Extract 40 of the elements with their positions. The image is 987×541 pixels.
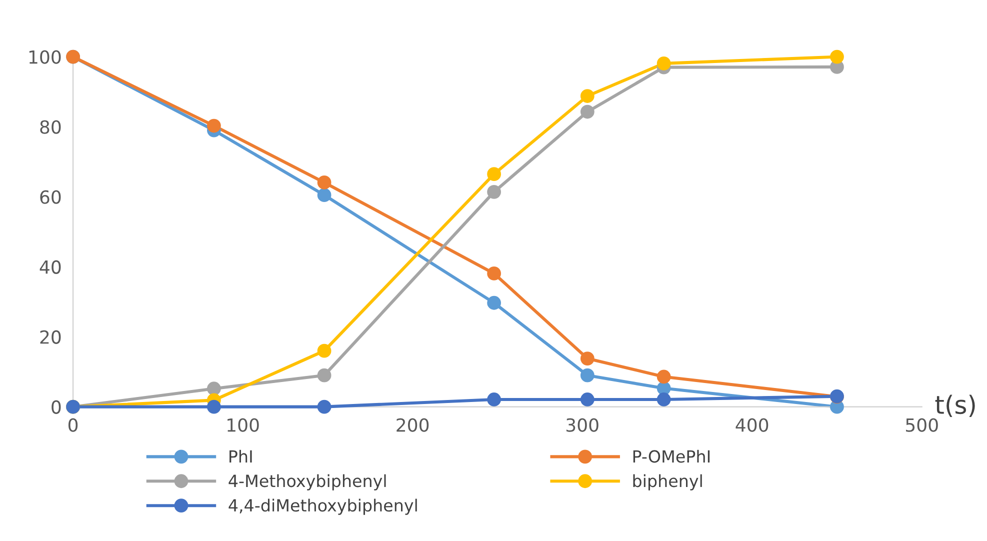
point	[317, 176, 332, 190]
point	[317, 188, 332, 202]
point	[317, 400, 332, 414]
y-tick-label: 100	[29, 50, 61, 64]
point	[206, 382, 221, 396]
point	[487, 266, 501, 280]
x-axis-title: t(s)	[935, 394, 975, 418]
y-tick-label: 0	[52, 400, 61, 414]
point	[830, 50, 844, 64]
point	[487, 184, 501, 199]
y-tick-label: 40	[40, 260, 61, 274]
point	[487, 392, 501, 406]
point	[580, 368, 594, 382]
point	[580, 104, 594, 119]
x-tick-label: 300	[566, 418, 598, 432]
x-tick-label: 400	[736, 418, 768, 432]
legend-label: 4,4-diMethoxybiphenyl	[228, 498, 417, 515]
y-tick-label: 80	[40, 120, 61, 134]
point	[580, 352, 594, 366]
y-tick-label: 60	[40, 190, 61, 204]
point	[656, 56, 671, 70]
legend-label: PhI	[230, 450, 252, 462]
point	[206, 118, 221, 133]
y-tick-label: 20	[40, 330, 61, 344]
point	[656, 370, 671, 384]
point	[656, 392, 671, 406]
x-tick-label: 200	[396, 418, 429, 432]
point	[580, 89, 594, 103]
legend-label: 4-Methoxybiphenyl	[228, 474, 386, 490]
point	[487, 296, 501, 310]
point	[487, 167, 501, 182]
point	[206, 400, 221, 414]
point	[317, 368, 332, 382]
x-tick-label: 100	[228, 418, 259, 432]
x-tick-label: 500	[906, 418, 938, 432]
legend-label: P-OMePhI	[633, 450, 710, 463]
legend-label: biphenyl	[633, 474, 702, 490]
point	[580, 392, 594, 406]
point	[317, 344, 332, 358]
x-tick-label: 0	[68, 418, 78, 432]
